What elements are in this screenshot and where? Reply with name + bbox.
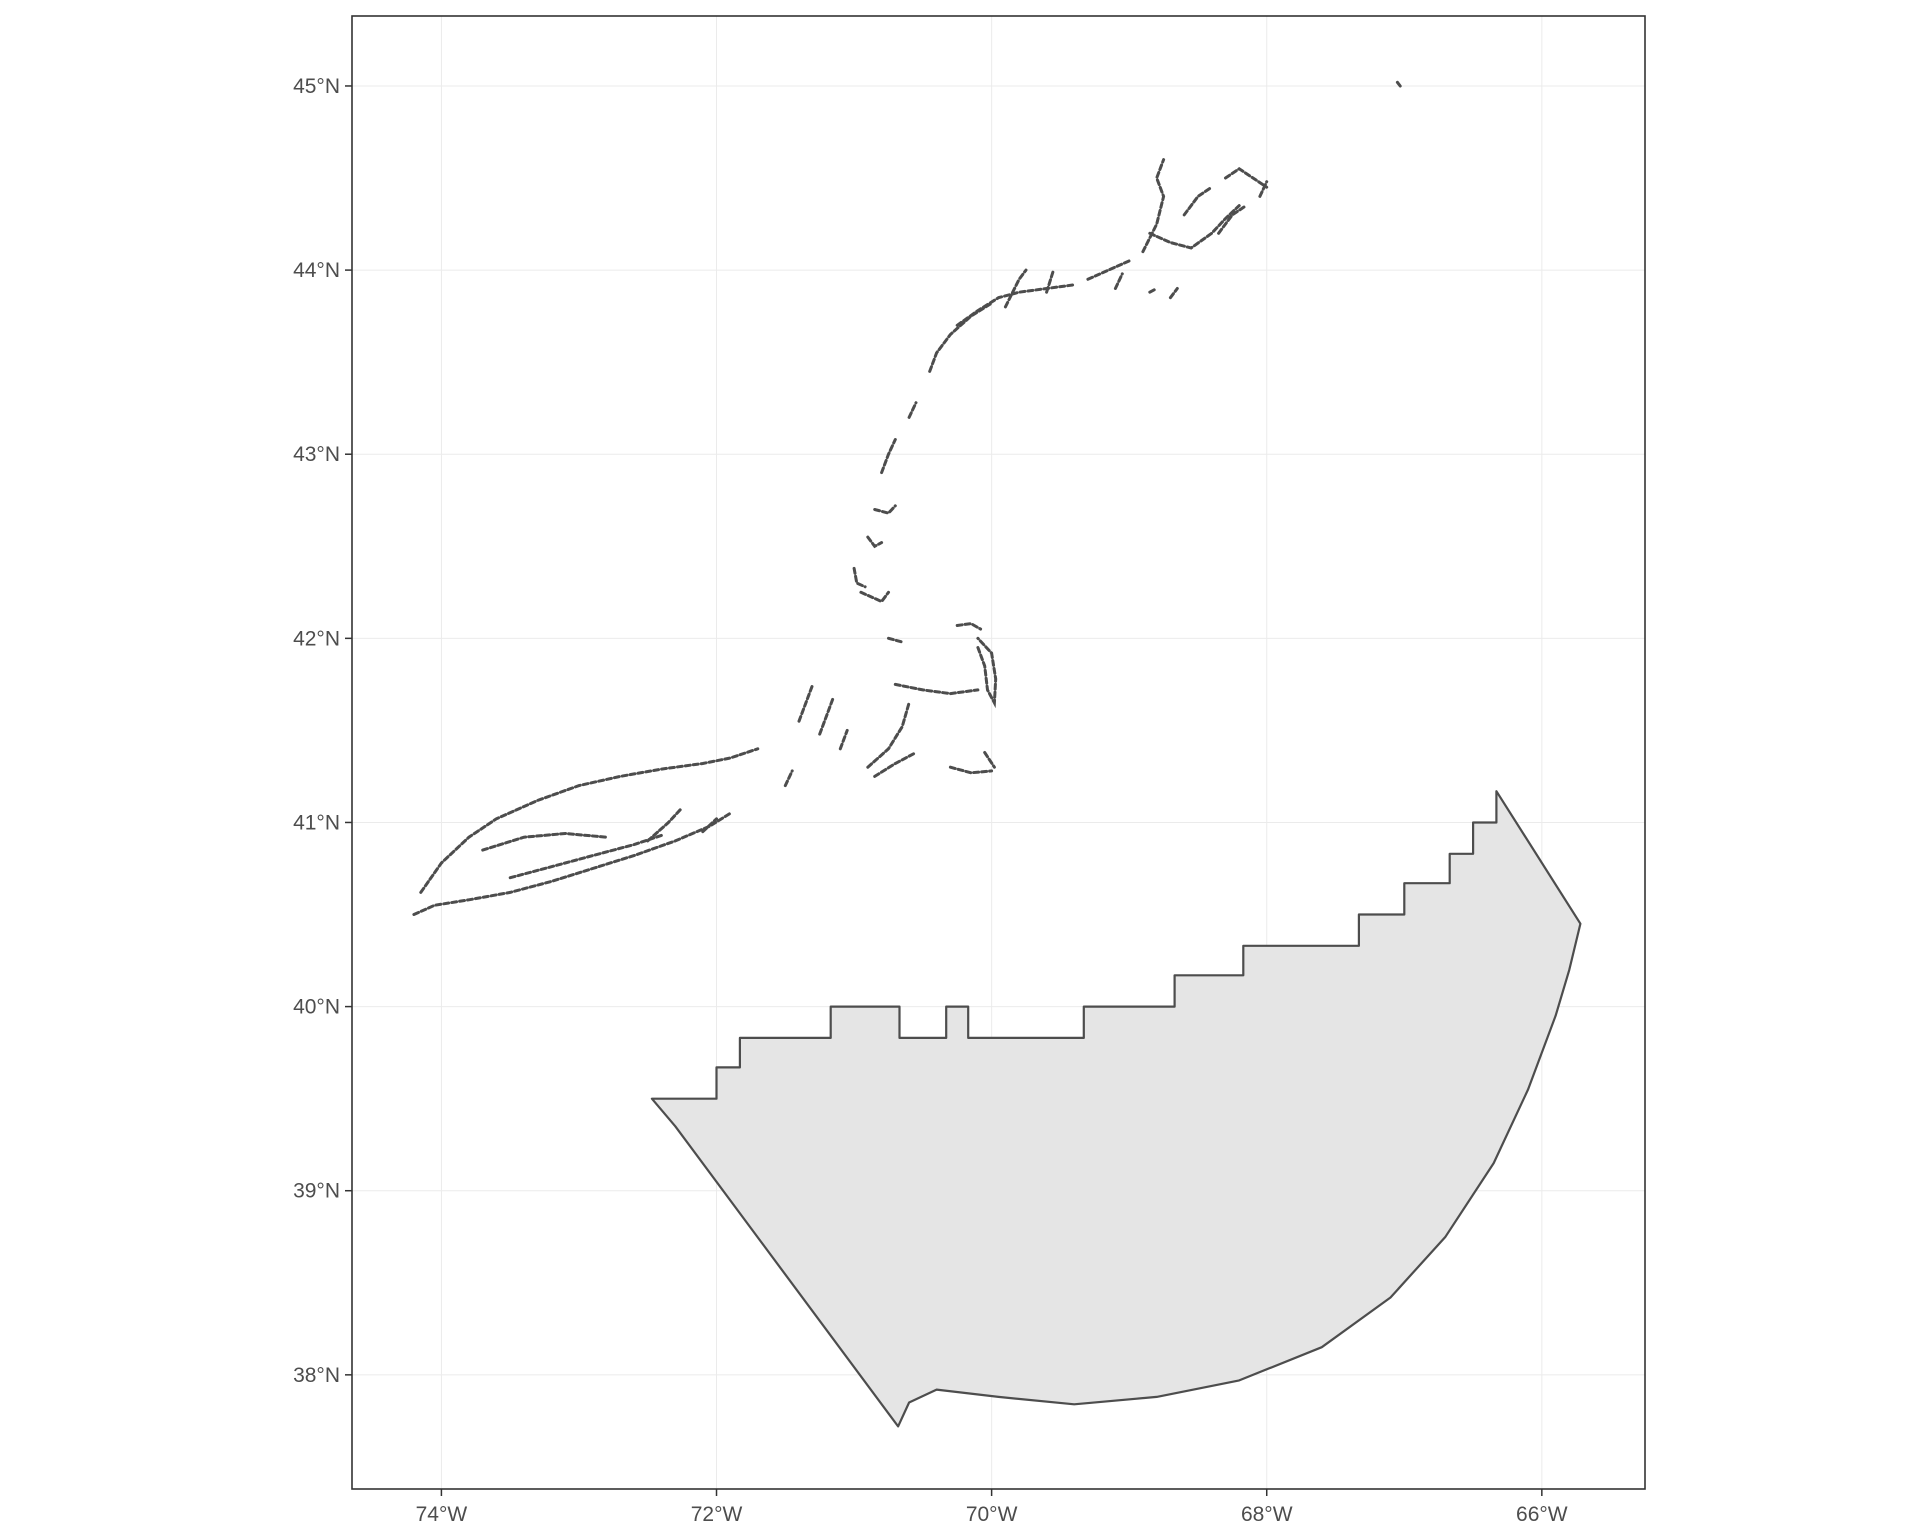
coastline-segment	[838, 728, 849, 751]
coastline-segment	[783, 769, 794, 788]
coastline-segment	[1182, 185, 1214, 217]
coastline-segment	[1045, 268, 1055, 294]
y-tick-label: 43°N	[293, 443, 340, 466]
coastline-segment	[893, 682, 980, 696]
coastline-segment	[508, 833, 663, 880]
survey-area-shape	[650, 790, 1582, 1428]
coastline-segment	[797, 682, 815, 723]
survey-area-polygon	[650, 790, 1582, 1428]
x-tick-label: 66°W	[1516, 1503, 1568, 1526]
y-tick-label: 41°N	[293, 811, 340, 834]
y-axis: 38°N 39°N 40°N 41°N 42°N 43°N 44°N 45°N	[293, 75, 352, 1387]
coastline-segment	[481, 831, 608, 852]
coastline-segment	[928, 301, 994, 373]
coastline-segment	[955, 622, 983, 631]
coastline-segment	[859, 590, 890, 604]
coastline-segment	[1224, 166, 1269, 189]
y-tick-label: 45°N	[293, 75, 340, 98]
coastline-segment	[1168, 287, 1179, 300]
coastline-segment	[852, 566, 867, 589]
coastline-segment	[419, 747, 760, 894]
coastline-segment	[866, 535, 884, 549]
x-tick-label: 70°W	[966, 1503, 1018, 1526]
y-tick-label: 44°N	[293, 259, 340, 282]
x-axis: 74°W 72°W 70°W 68°W 66°W	[416, 1489, 1568, 1526]
coastline-segment	[818, 695, 835, 736]
x-tick-label: 72°W	[691, 1503, 743, 1526]
coastline-segment	[866, 701, 911, 769]
coastline-segment	[412, 811, 732, 916]
coastline-segment	[873, 751, 918, 778]
coastline-segment	[907, 401, 918, 419]
coastline-segment	[1258, 180, 1269, 198]
coastline-segment	[955, 283, 1076, 327]
y-tick-label: 38°N	[293, 1364, 340, 1387]
y-tick-label: 39°N	[293, 1180, 340, 1203]
coastline-segment	[1086, 259, 1131, 281]
coastline-segment	[976, 636, 998, 709]
coastline-segment	[1395, 80, 1402, 88]
y-tick-label: 40°N	[293, 996, 340, 1019]
coastline-segment	[1148, 287, 1159, 294]
y-tick-label: 42°N	[293, 627, 340, 650]
coastline-segment	[880, 438, 897, 475]
x-tick-label: 74°W	[416, 1503, 468, 1526]
coastline-segment	[948, 765, 994, 775]
coastline-segment	[646, 806, 684, 843]
coastline-segment	[1003, 268, 1028, 309]
coastline-segment	[701, 817, 718, 834]
coastline-segment	[873, 504, 897, 515]
coastline-segment	[1148, 204, 1241, 250]
coastline-segment	[1217, 204, 1248, 235]
panel-border	[351, 15, 1646, 1490]
coastline-segment	[887, 636, 904, 644]
x-tick-label: 68°W	[1241, 1503, 1293, 1526]
coastline-segment	[983, 751, 996, 769]
coastline	[412, 80, 1402, 916]
coastline-segment	[1113, 272, 1124, 290]
